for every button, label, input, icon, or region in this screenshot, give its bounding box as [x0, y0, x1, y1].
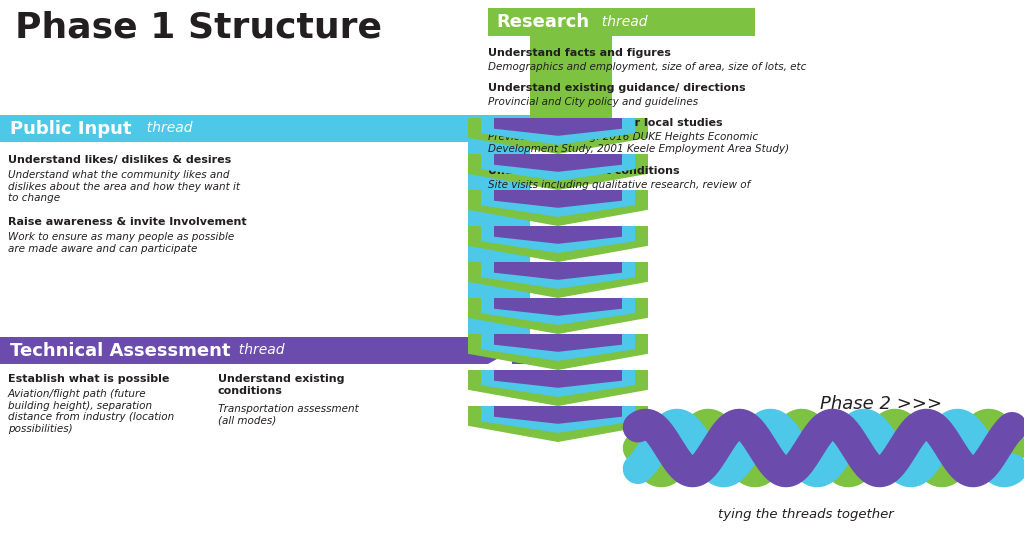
Polygon shape	[494, 262, 622, 280]
Text: Establish what is possible: Establish what is possible	[8, 374, 169, 384]
Text: Review/learn from other local studies: Review/learn from other local studies	[488, 118, 723, 128]
Text: Phase 2 >>>: Phase 2 >>>	[820, 395, 942, 413]
Polygon shape	[468, 298, 648, 334]
Polygon shape	[494, 298, 622, 316]
Text: Transportation assessment
(all modes): Transportation assessment (all modes)	[218, 404, 358, 426]
Text: Public Input: Public Input	[10, 120, 131, 137]
Polygon shape	[494, 334, 622, 352]
Polygon shape	[481, 190, 635, 217]
Bar	[468, 115, 530, 142]
Bar	[512, 337, 530, 364]
Text: Raise awareness & invite Involvement: Raise awareness & invite Involvement	[8, 217, 247, 227]
Text: Previous studies (e.g. 2016 DUKE Heights Economic
Development Study, 2001 Keele : Previous studies (e.g. 2016 DUKE Heights…	[488, 132, 790, 154]
Text: Understand existing
conditions: Understand existing conditions	[218, 374, 344, 396]
Bar	[468, 142, 530, 352]
Polygon shape	[481, 262, 635, 289]
Polygon shape	[468, 262, 648, 298]
Polygon shape	[481, 298, 635, 325]
Polygon shape	[481, 334, 635, 361]
Text: Provincial and City policy and guidelines: Provincial and City policy and guideline…	[488, 97, 698, 107]
Text: Understand existing guidance/ directions: Understand existing guidance/ directions	[488, 83, 745, 93]
Polygon shape	[468, 334, 648, 370]
Polygon shape	[481, 154, 635, 181]
Bar	[0, 337, 488, 364]
Polygon shape	[494, 406, 622, 424]
Polygon shape	[468, 370, 648, 406]
Text: Understand current conditions: Understand current conditions	[488, 166, 680, 176]
Text: Emerging Issues: Emerging Issues	[790, 420, 971, 439]
Polygon shape	[468, 115, 492, 142]
Bar	[488, 8, 755, 36]
Polygon shape	[494, 226, 622, 244]
Polygon shape	[468, 226, 648, 262]
Text: Site visits including qualitative research, review of
topography, etc: Site visits including qualitative resear…	[488, 180, 751, 202]
Text: tying the threads together: tying the threads together	[718, 508, 894, 521]
Polygon shape	[468, 190, 648, 226]
Text: Demographics and employment, size of area, size of lots, etc: Demographics and employment, size of are…	[488, 62, 806, 72]
Text: thread: thread	[593, 15, 647, 29]
Polygon shape	[468, 118, 648, 154]
Text: Work to ensure as many people as possible
are made aware and can participate: Work to ensure as many people as possibl…	[8, 232, 234, 254]
Polygon shape	[481, 118, 635, 145]
Text: Aviation/flight path (future
building height), separation
distance from industry: Aviation/flight path (future building he…	[8, 389, 174, 434]
Polygon shape	[468, 154, 648, 190]
Polygon shape	[494, 370, 622, 388]
Polygon shape	[488, 337, 512, 364]
Polygon shape	[481, 406, 635, 433]
Polygon shape	[468, 406, 648, 442]
Text: Phase 1 Structure: Phase 1 Structure	[15, 10, 382, 44]
Polygon shape	[494, 118, 622, 136]
Text: Understand what the community likes and
dislikes about the area and how they wan: Understand what the community likes and …	[8, 170, 240, 203]
Polygon shape	[494, 190, 622, 208]
Polygon shape	[481, 370, 635, 397]
Polygon shape	[494, 154, 622, 172]
Polygon shape	[481, 226, 635, 253]
Text: thread: thread	[230, 343, 285, 357]
Text: Understand facts and figures: Understand facts and figures	[488, 48, 671, 58]
Text: Technical Assessment: Technical Assessment	[10, 342, 230, 359]
Text: Understand likes/ dislikes & desires: Understand likes/ dislikes & desires	[8, 155, 231, 165]
Text: thread: thread	[138, 122, 193, 136]
Text: Research: Research	[496, 13, 589, 31]
Bar	[0, 115, 468, 142]
Bar	[530, 8, 612, 118]
